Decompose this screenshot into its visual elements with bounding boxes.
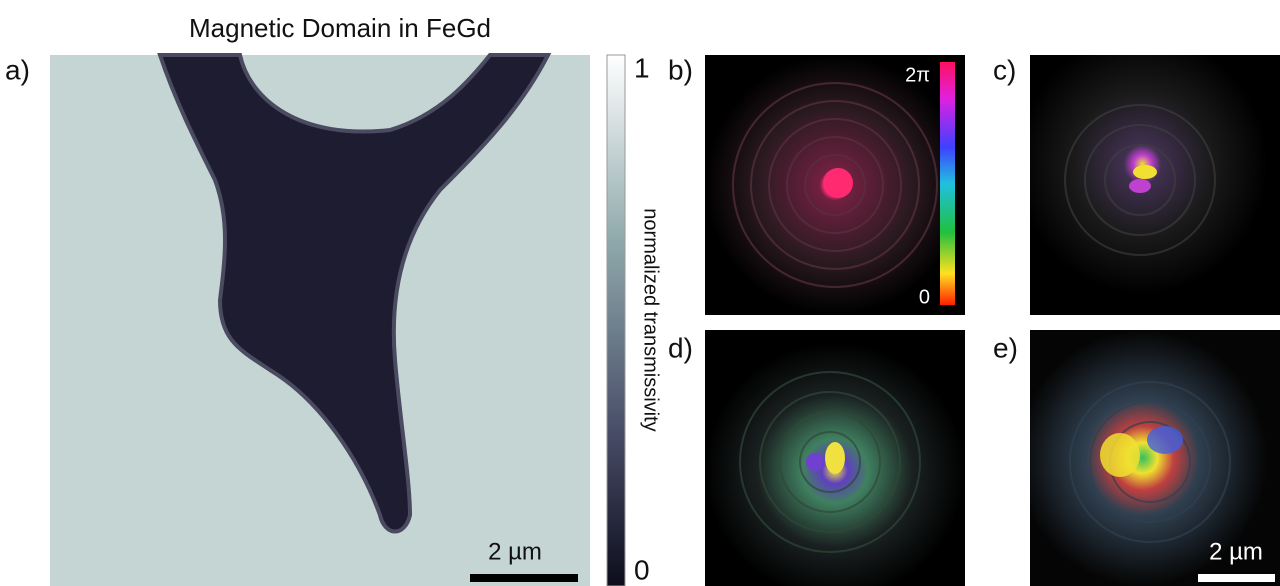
panel-label: c) bbox=[993, 54, 1016, 85]
vortex-core bbox=[1133, 165, 1157, 179]
vortex-core bbox=[1129, 179, 1151, 193]
vortex-core bbox=[806, 453, 824, 471]
phase-colorbar-label: 0 bbox=[919, 286, 930, 308]
colorbar-tick-label: 1 bbox=[634, 52, 650, 83]
colorbar-tick-label: 0 bbox=[634, 554, 650, 585]
vortex-core bbox=[1100, 433, 1140, 477]
phase-colorbar-label: 2π bbox=[905, 64, 930, 86]
phase-colorbar bbox=[940, 62, 955, 305]
scale-bar-label: 2 µm bbox=[488, 538, 542, 565]
vortex-core bbox=[823, 168, 853, 198]
figure-title: Magnetic Domain in FeGd bbox=[189, 13, 491, 43]
panel-label: b) bbox=[668, 54, 693, 85]
figure: Magnetic Domain in FeGd a) 2 µm 1 0 norm… bbox=[0, 0, 1280, 586]
colorbar bbox=[607, 55, 625, 586]
panel-label: d) bbox=[668, 332, 693, 363]
scale-bar-label: 2 µm bbox=[1209, 538, 1263, 565]
vortex-core bbox=[825, 442, 845, 474]
phase-image bbox=[1030, 55, 1280, 315]
vortex-core bbox=[1147, 426, 1183, 454]
panel-label: e) bbox=[993, 332, 1018, 363]
colorbar-label: normalized transmissivity bbox=[640, 208, 662, 431]
panel-label: a) bbox=[5, 54, 30, 85]
